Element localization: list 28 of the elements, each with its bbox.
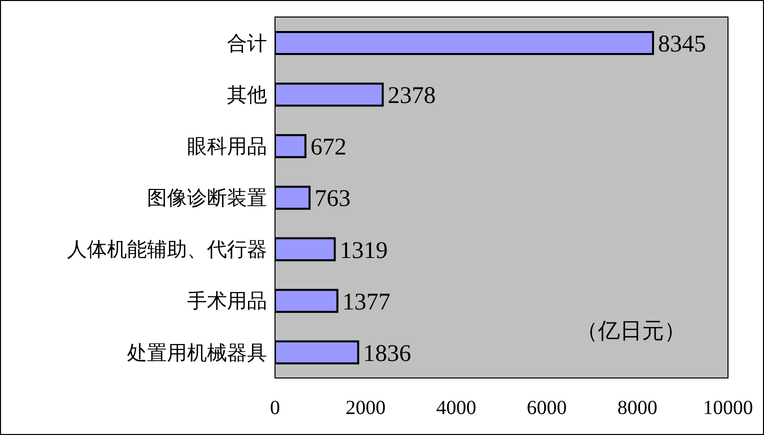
y-tick-label: 人体机能辅助、代行器	[67, 237, 267, 262]
x-tick-label: 6000	[526, 397, 567, 420]
x-tick-label: 4000	[436, 397, 476, 420]
bar	[275, 186, 311, 210]
bar	[275, 340, 360, 364]
bar	[275, 31, 654, 55]
y-tick-label: 合计	[227, 30, 267, 55]
y-tick-label: 手术用品	[187, 288, 267, 313]
bar	[275, 134, 306, 158]
x-tick-label: 10000	[703, 397, 753, 420]
data-label: 8345	[658, 32, 706, 58]
y-tick-label: 眼科用品	[187, 134, 267, 158]
bar	[275, 288, 338, 313]
bar	[275, 237, 336, 262]
data-label: 1377	[342, 289, 390, 316]
data-label: 2378	[388, 83, 436, 110]
data-label: 1836	[363, 340, 412, 367]
y-tick-label: 其他	[227, 82, 267, 106]
data-label: 1319	[340, 238, 388, 264]
x-tick-label: 0	[270, 397, 280, 420]
bar	[275, 82, 384, 107]
x-tick-label: 8000	[617, 397, 658, 420]
x-tick-label: 2000	[346, 397, 386, 420]
y-tick-label: 图像诊断装置	[147, 186, 267, 210]
data-label: 672	[310, 134, 346, 161]
annotation: （亿日元）	[576, 318, 686, 346]
data-label: 763	[314, 186, 351, 212]
y-tick-label: 处置用机械器具	[127, 340, 267, 364]
